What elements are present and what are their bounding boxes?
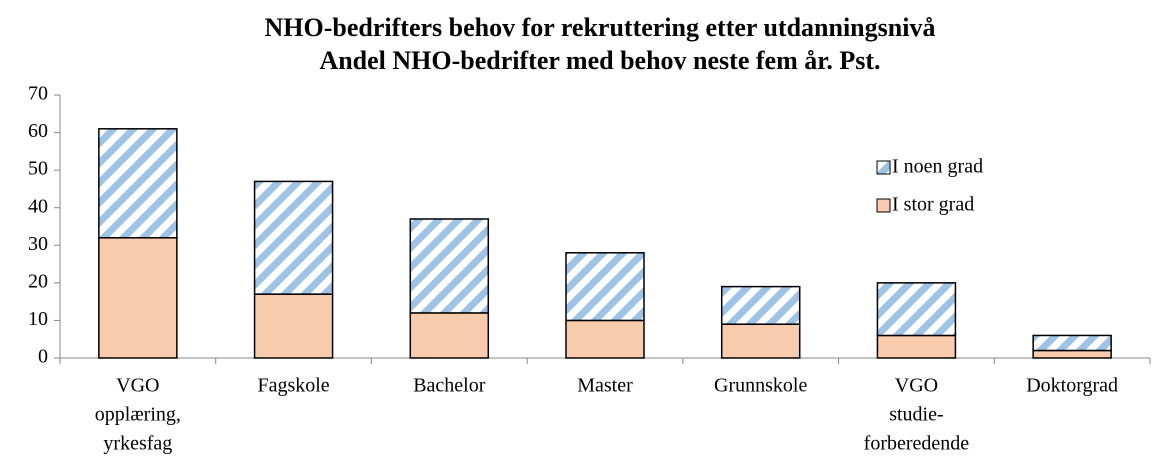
y-tick-label: 30 bbox=[28, 233, 48, 255]
x-tick-label: Fagskole bbox=[257, 375, 329, 397]
x-tick-label: Doktorgrad bbox=[1026, 375, 1118, 397]
legend-label: I stor grad bbox=[892, 194, 974, 216]
y-tick-label: 0 bbox=[38, 346, 48, 368]
legend-swatch bbox=[876, 160, 891, 175]
y-tick-label: 10 bbox=[28, 308, 48, 330]
y-tick-label: 50 bbox=[28, 158, 48, 180]
y-tick-label: 70 bbox=[28, 83, 48, 105]
x-tick-label: Master bbox=[577, 375, 633, 397]
bar-segment bbox=[720, 285, 801, 325]
bar-segment bbox=[253, 293, 334, 359]
bar-segment bbox=[409, 312, 490, 359]
x-tick-label: opplæring, bbox=[95, 404, 181, 426]
x-tick-label: Grunnskole bbox=[714, 375, 807, 397]
chart-title: NHO-bedrifters behov for rekruttering et… bbox=[265, 13, 936, 42]
x-tick-label: yrkesfag bbox=[103, 433, 172, 455]
bar-segment bbox=[876, 282, 957, 337]
bar-segment bbox=[253, 180, 334, 295]
y-tick-label: 40 bbox=[28, 195, 48, 217]
x-tick-label: VGO bbox=[895, 375, 938, 397]
y-tick-label: 20 bbox=[28, 270, 48, 292]
bar-segment bbox=[565, 252, 645, 322]
bar-segment bbox=[98, 128, 178, 239]
bar-segment bbox=[565, 319, 645, 359]
x-tick-label: forberedende bbox=[864, 433, 970, 455]
x-tick-label: VGO bbox=[116, 375, 159, 397]
bar-segment bbox=[876, 334, 957, 359]
bar-segment bbox=[1032, 349, 1112, 359]
bar-segment bbox=[1032, 334, 1112, 352]
bar-segment bbox=[720, 323, 801, 359]
x-tick-label: Bachelor bbox=[413, 375, 486, 397]
x-tick-label: studie- bbox=[889, 404, 943, 426]
y-tick-label: 60 bbox=[28, 120, 48, 142]
legend-swatch bbox=[876, 198, 891, 213]
legend-label: I noen grad bbox=[892, 156, 983, 178]
bar-segment bbox=[98, 237, 178, 359]
bar-segment bbox=[409, 218, 490, 314]
chart-subtitle: Andel NHO-bedrifter med behov neste fem … bbox=[319, 46, 880, 75]
